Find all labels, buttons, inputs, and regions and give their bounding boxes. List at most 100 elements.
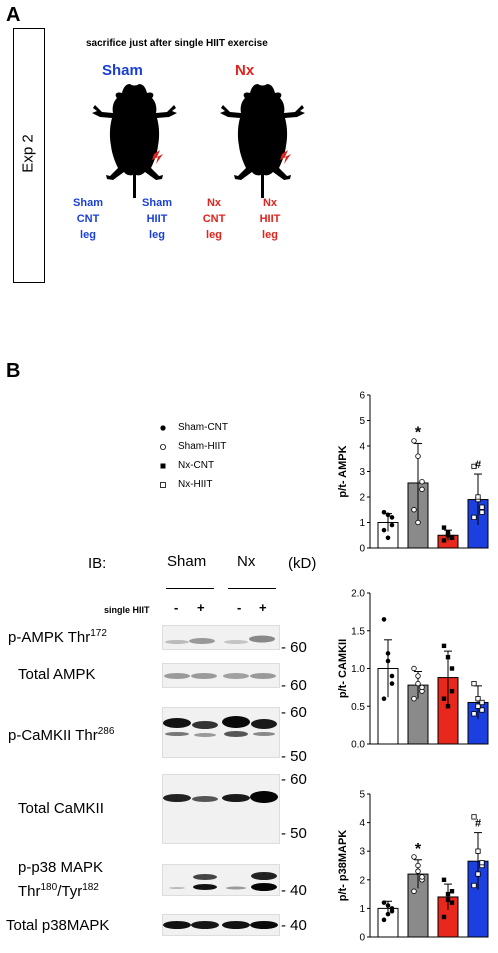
legend-item: Sham-HIIT <box>158 437 278 456</box>
sign-sham-cnt: - <box>174 600 179 615</box>
data-point <box>475 494 481 500</box>
data-point <box>475 696 481 702</box>
filled-circle-marker <box>160 424 166 431</box>
leg-label-sham-cnt: Sham CNT leg <box>73 197 103 241</box>
legend-label: Nx-CNT <box>178 460 215 471</box>
data-point <box>415 519 421 526</box>
experiment-label: Exp 2 <box>19 134 37 173</box>
data-point <box>411 854 417 860</box>
legend-item: Nx-CNT <box>158 456 278 475</box>
data-point <box>471 681 477 687</box>
data-point <box>441 538 447 543</box>
mw-marker: - 40 <box>281 917 307 934</box>
panel-b-letter: B <box>6 360 21 382</box>
data-point <box>471 514 477 520</box>
mw-marker: - 40 <box>281 882 307 899</box>
data-point <box>381 527 387 533</box>
y-tick-label: 0 <box>359 544 365 555</box>
blot-total-ampk <box>162 663 280 688</box>
data-point <box>445 654 451 660</box>
significance-marker: * <box>415 424 422 441</box>
data-point <box>415 673 421 679</box>
y-tick-label: 2 <box>359 875 365 886</box>
y-tick-label: 1 <box>359 904 365 915</box>
blot-label-p-ampk: p-AMPK Thr172 <box>8 628 107 646</box>
y-tick-label: 2 <box>359 493 365 504</box>
column-nx-label: Nx <box>237 553 256 570</box>
column-sham-label: Sham <box>167 553 207 570</box>
data-point <box>381 917 387 923</box>
sign-nx-cnt: - <box>237 600 242 615</box>
data-point <box>415 680 421 687</box>
data-point <box>411 888 417 894</box>
data-point <box>449 889 455 894</box>
mw-marker: - 50 <box>281 748 307 765</box>
data-point <box>445 533 451 538</box>
data-point <box>411 695 417 702</box>
data-point <box>411 438 417 444</box>
y-tick-label: 1.0 <box>351 664 365 675</box>
y-tick-label: 1 <box>359 518 365 529</box>
kd-unit-label: (kD) <box>288 555 317 572</box>
chart-p-camkii: 0.0 0.5 1.0 1.5 2.0 p/t- CAMKII <box>338 589 489 751</box>
data-point <box>385 903 391 908</box>
blot-p-camkii <box>162 707 280 758</box>
mw-marker: - 60 <box>281 704 307 721</box>
y-tick-label: 0.0 <box>351 740 365 751</box>
data-point <box>475 871 481 877</box>
single-hiit-label: single HIIT <box>104 605 150 615</box>
y-tick-label: 0.5 <box>351 702 365 713</box>
data-point <box>419 478 425 485</box>
data-point <box>415 868 421 874</box>
data-point <box>389 522 395 528</box>
group-nx-label: Nx <box>235 62 255 79</box>
data-point <box>381 510 387 515</box>
blot-label-p-p38: p-p38 MAPK Thr180/Tyr182 <box>18 859 104 900</box>
data-point <box>381 696 387 701</box>
data-point <box>385 911 391 917</box>
y-tick-label: 5 <box>359 790 365 801</box>
data-point <box>445 891 451 897</box>
data-point <box>389 515 395 520</box>
data-point <box>471 711 477 717</box>
data-point <box>389 906 395 911</box>
chart-p-ampk: 0 1 2 3 4 5 6 p/t- AMPK * # <box>338 391 489 555</box>
data-point <box>441 914 447 920</box>
blot-label-total-ampk: Total AMPK <box>18 666 96 683</box>
data-point <box>385 512 391 518</box>
sign-sham-hiit: + <box>197 600 205 615</box>
y-tick-label: 2.0 <box>351 589 365 600</box>
nx-group-line <box>228 588 276 589</box>
panel-a-subtitle: sacrifice just after single HIIT exercis… <box>86 38 268 49</box>
nx-mouse-silhouette <box>220 84 305 198</box>
legend-label: Sham-CNT <box>178 422 229 433</box>
data-point <box>385 651 391 656</box>
mw-marker: - 60 <box>281 639 307 656</box>
blot-label-total-camkii: Total CaMKII <box>18 800 104 817</box>
data-point <box>441 525 447 530</box>
data-point <box>441 696 447 701</box>
open-circle-marker <box>160 443 166 450</box>
data-point <box>471 882 477 889</box>
data-point <box>389 681 395 686</box>
mw-marker: - 60 <box>281 771 307 788</box>
sham-group-line <box>166 588 214 589</box>
leg-label-nx-hiit: Nx HIIT leg <box>259 197 281 241</box>
group-sham-label: Sham <box>102 62 143 79</box>
data-point <box>385 658 391 664</box>
data-point <box>445 704 451 709</box>
open-square-marker <box>160 481 166 488</box>
y-tick-label: 4 <box>359 442 365 453</box>
significance-marker: # <box>475 459 481 471</box>
data-point <box>479 707 485 713</box>
mw-marker: - 50 <box>281 825 307 842</box>
data-point <box>419 486 425 493</box>
data-point <box>411 665 417 672</box>
experiment-box <box>13 28 45 283</box>
leg-label-nx-cnt: Nx CNT leg <box>202 197 226 241</box>
chart-p-p38mapk: 0 1 2 3 4 5 p/t- p38MAPK * # <box>338 790 489 944</box>
blot-label-p-camkii: p-CaMKII Thr286 <box>8 726 115 744</box>
y-tick-label: 5 <box>359 416 365 427</box>
legend-label: Sham-HIIT <box>178 441 227 452</box>
blot-total-p38 <box>162 914 280 936</box>
